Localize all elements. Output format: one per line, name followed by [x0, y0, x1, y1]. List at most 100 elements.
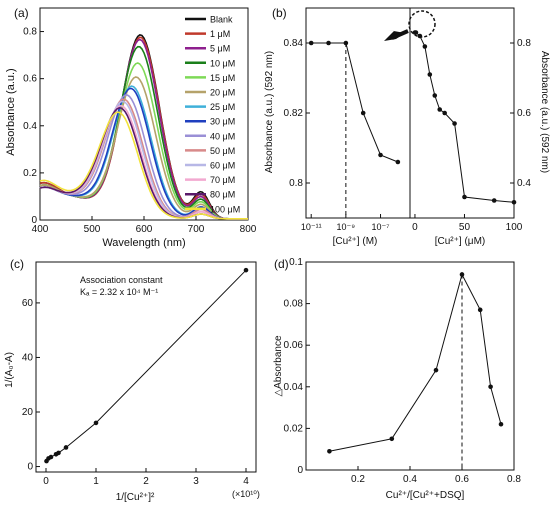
panel-d-point — [488, 384, 493, 390]
panel-b-left-point — [395, 159, 401, 165]
panel-a-x-tick-label: 700 — [188, 224, 205, 235]
panel-d-line — [329, 273, 502, 452]
panel-b-left-y-tick-label: 0.8 — [289, 178, 303, 189]
panel-c-ka-label: Kₐ = 2.32 x 10⁴ M⁻¹ — [80, 287, 158, 297]
panel-b-right-point — [511, 199, 517, 205]
panel-a-legend-label: 100 μM — [210, 204, 240, 214]
panel-c-x-tick-label: 2 — [143, 476, 149, 487]
panel-b-right-point — [422, 44, 428, 49]
panel-a-x-tick-label: 500 — [84, 224, 101, 235]
panel-a-legend: Blank 1 μM 5 μM 10 μM 15 μM 20 μM 25 μM 30 μM 40… — [185, 15, 240, 214]
panel-b-left-line — [311, 42, 399, 163]
panel-a-legend-label: 80 μM — [210, 190, 235, 200]
panel-b-right-point — [427, 72, 433, 77]
panel-d-x-tick-label: 0.2 — [351, 474, 365, 485]
panel-a-y-tick-label: 0 — [31, 215, 37, 226]
panel-c-x-tick-label: 1 — [93, 476, 99, 487]
panel-c-y-tick-label: 40 — [22, 352, 34, 363]
panel-b-left-y-label: Absorbance (a.u.) (592 nm) — [264, 51, 275, 173]
panel-b-right-point — [432, 93, 438, 98]
panel-c-point — [48, 454, 54, 460]
panel-b-left-y-tick-label: 0.82 — [284, 108, 304, 119]
panel-a-series-group — [39, 34, 248, 220]
panel-b-absorbance-vs-concentration: (b) 10⁻¹¹ 10⁻⁹ 10⁻⁷ 0.8 0.82 0.84 0 50 100 0.4 0.6… — [264, 6, 550, 247]
panel-c-annotation: Association constant — [80, 275, 163, 285]
panel-a-absorbance-spectra: (a) 400 500 600 700 800 0 0.2 0.4 0.6 0.8 Blank 1 … — [5, 6, 257, 249]
panel-b-right-y-tick-label: 0.6 — [517, 108, 531, 119]
panel-a-label: (a) — [14, 6, 29, 20]
panel-b-right-x-label: [Cu²⁺] (μM) — [435, 236, 485, 247]
panel-b-left-x-label: [Cu²⁺] (M) — [333, 236, 378, 247]
panel-c-point — [56, 450, 61, 456]
panel-b-left-point — [308, 40, 314, 46]
panel-a-legend-label: 5 μM — [210, 44, 230, 54]
panel-c-y-tick-label: 60 — [22, 298, 34, 309]
panel-b-right-line — [415, 32, 515, 203]
panel-c-series — [44, 267, 249, 464]
panel-b-highlight-circle — [408, 10, 436, 38]
panel-d-y-tick-label: 0.02 — [284, 423, 304, 434]
panel-a-y-label: Absorbance (a.u.) — [5, 68, 17, 155]
panel-d-y-tick-label: 0.06 — [284, 340, 304, 351]
panel-a-legend-label: Blank — [210, 15, 233, 25]
panel-a-y-tick-label: 0.4 — [23, 121, 37, 132]
panel-b-left-x-tick-label: 10⁻⁹ — [337, 222, 356, 232]
panel-d-series — [327, 272, 504, 470]
panel-d-y-tick-label: 0.08 — [284, 299, 304, 310]
panel-c-y-tick-label: 20 — [22, 407, 34, 418]
panel-b-right-x-tick-label: 50 — [459, 222, 471, 233]
panel-b-left-point — [326, 40, 331, 46]
panel-a-x-tick-label: 600 — [136, 224, 153, 235]
panel-a-legend-label: 70 μM — [210, 175, 235, 185]
panel-d-x-label: Cu²⁺/[Cu²⁺+DSQ] — [386, 490, 465, 501]
panel-d-x-tick-label: 0.8 — [507, 474, 521, 485]
panel-b-left-y-tick-label: 0.84 — [284, 38, 304, 49]
panel-b-left-x-tick-label: 10⁻⁷ — [372, 222, 390, 232]
panel-b-right-point — [452, 121, 457, 126]
panel-a-x-label: Wavelength (nm) — [102, 237, 185, 249]
panel-a-series-line — [39, 111, 248, 220]
panel-b-right-point — [442, 110, 447, 116]
panel-d-y-tick-label: 0.04 — [284, 382, 304, 393]
panel-a-legend-label: 60 μM — [210, 161, 235, 171]
panel-a-legend-label: 40 μM — [210, 131, 235, 141]
panel-d-point — [477, 307, 483, 313]
panel-a-legend-label: 15 μM — [210, 73, 235, 83]
panel-d-x-tick-label: 0.6 — [455, 474, 469, 485]
panel-c-y-label: 1/(A₀-A) — [4, 352, 15, 388]
panel-d-point — [498, 421, 504, 427]
panel-a-y-tick-label: 0.6 — [23, 74, 37, 85]
panel-a-legend-label: 50 μM — [210, 146, 235, 156]
panel-d-y-label: △Absorbance — [273, 335, 284, 396]
panel-b-right-point — [437, 107, 443, 112]
panel-a-legend-label: 20 μM — [210, 88, 235, 98]
panel-d-jobs-plot: (d) 0.2 0.4 0.6 0.8 0 0.02 0.04 0.06 0.08 0.1 Cu²… — [273, 257, 521, 501]
panel-b-axes: 10⁻¹¹ 10⁻⁹ 10⁻⁷ 0.8 0.82 0.84 0 50 100 0.4 0.6 0.8 — [284, 38, 532, 233]
panel-d-point — [327, 448, 332, 454]
panel-b-left-x-tick-label: 10⁻¹¹ — [301, 222, 322, 232]
panel-a-y-tick-label: 0.8 — [23, 27, 37, 38]
panel-b-label: (b) — [272, 6, 287, 20]
panel-c-x-tick-label: 3 — [193, 476, 199, 487]
panel-d-y-tick-label: 0.1 — [289, 257, 303, 268]
panel-a-x-tick-label: 800 — [240, 224, 257, 235]
panel-d-y-tick-label: 0 — [297, 465, 303, 476]
panel-a-legend-label: 30 μM — [210, 117, 235, 127]
panel-b-right-point — [491, 198, 497, 203]
panel-d-frame — [305, 261, 515, 471]
panel-a-legend-label: 1 μM — [210, 29, 230, 39]
panel-c-x-tick-label: 0 — [43, 476, 49, 487]
panel-c-point — [93, 420, 99, 426]
panel-d-label: (d) — [274, 257, 289, 271]
panel-a-legend-label: 25 μM — [210, 102, 235, 112]
panel-a-y-tick-label: 0.2 — [23, 168, 37, 179]
panel-b-right-y-label: Absorbance (a.u.) (592 nm) — [539, 51, 550, 173]
panel-a-legend-label: 10 μM — [210, 58, 235, 68]
panel-b-right-point — [413, 30, 419, 35]
panel-c-line — [46, 269, 247, 462]
panel-b-left-series — [308, 40, 401, 218]
panel-b-right-point — [462, 194, 467, 200]
panel-b-left-point — [360, 110, 366, 116]
